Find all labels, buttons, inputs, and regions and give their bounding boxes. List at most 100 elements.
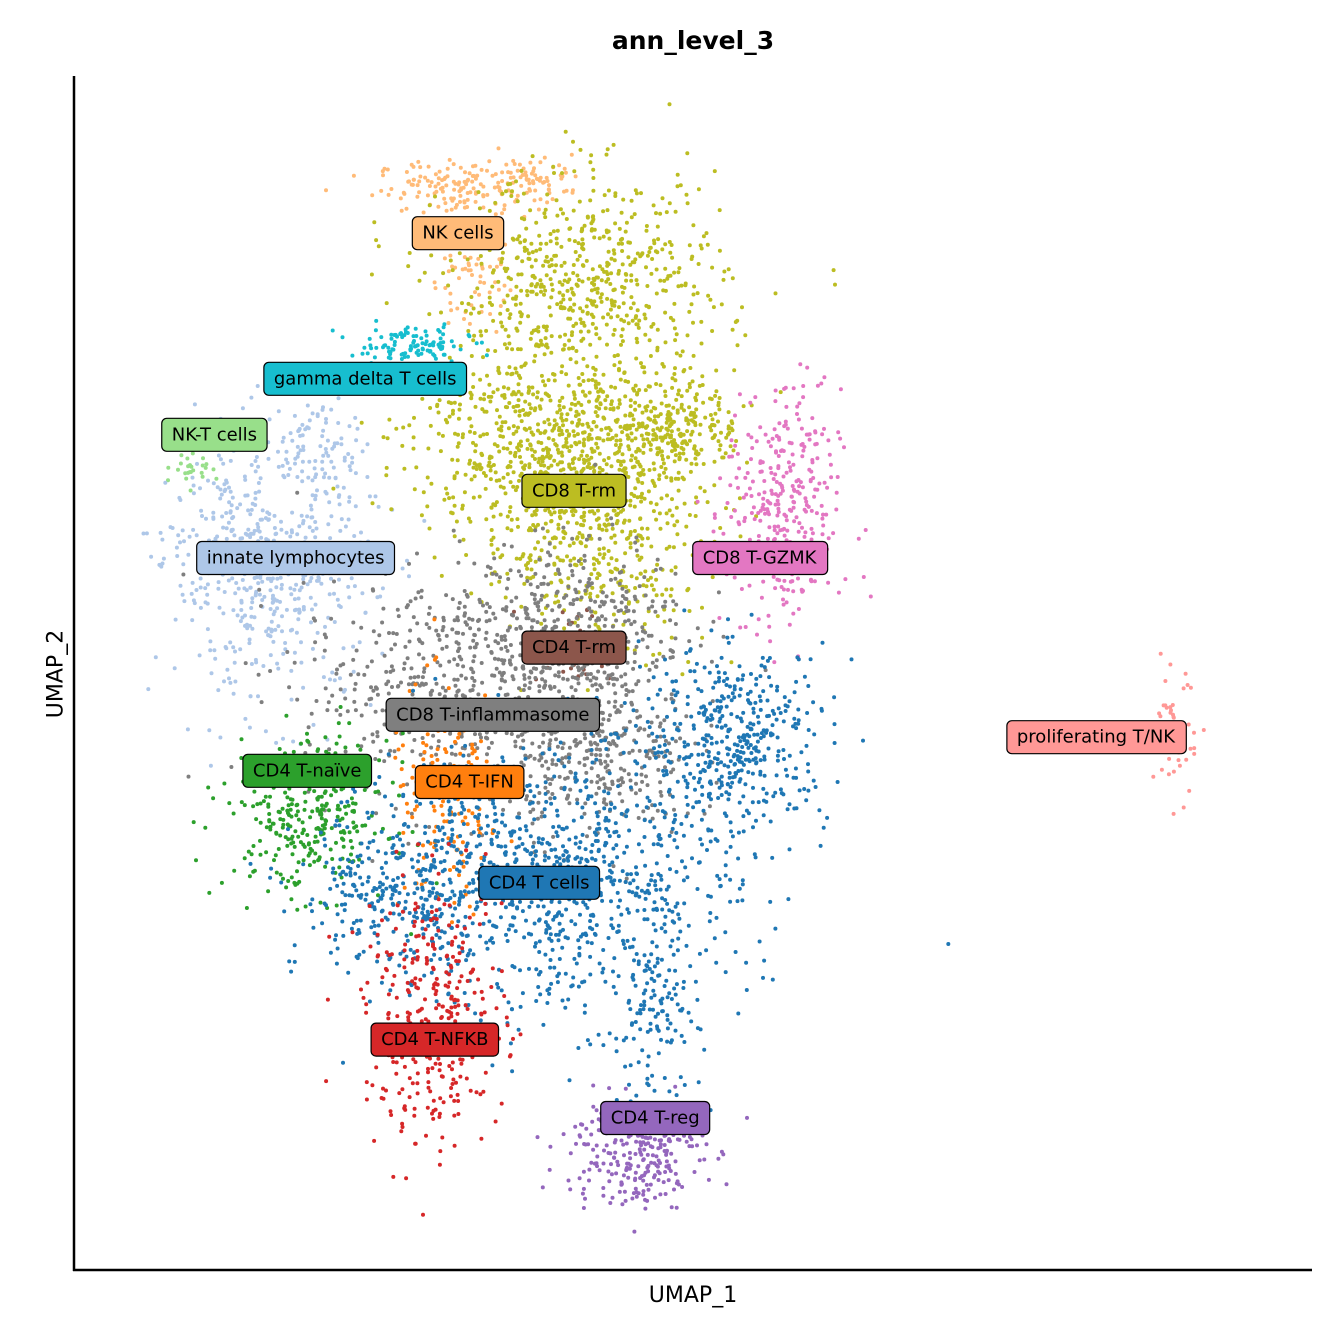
cell-point — [504, 731, 509, 736]
cell-point — [437, 692, 442, 697]
cell-point — [542, 684, 547, 689]
cell-point — [452, 474, 457, 479]
cell-point — [588, 591, 593, 596]
cell-point — [242, 803, 247, 808]
cell-point — [513, 744, 518, 749]
cell-point — [589, 779, 594, 784]
cell-point — [644, 663, 648, 668]
cell-point — [741, 404, 746, 409]
cell-point — [649, 633, 654, 638]
cell-point — [826, 438, 831, 443]
cell-point — [548, 239, 553, 244]
cell-point — [672, 372, 677, 376]
cell-point — [481, 184, 486, 189]
cell-point — [623, 682, 628, 687]
cell-point — [660, 453, 665, 458]
cell-point — [407, 689, 412, 693]
cell-point — [603, 398, 608, 403]
cell-point — [626, 618, 631, 623]
cell-point — [664, 210, 669, 215]
cell-point — [399, 767, 404, 772]
cell-point — [519, 364, 524, 369]
cell-point — [571, 602, 575, 607]
cell-point — [776, 510, 781, 514]
cell-point — [347, 595, 352, 600]
cell-point — [271, 593, 275, 598]
cell-point — [790, 484, 795, 488]
cell-point — [649, 409, 654, 414]
cell-point — [494, 500, 499, 505]
cell-point — [338, 712, 343, 717]
cell-point — [619, 210, 624, 215]
cell-point — [527, 675, 532, 680]
cell-point — [669, 433, 673, 438]
cell-point — [316, 826, 320, 830]
cell-point — [672, 523, 677, 528]
cell-point — [461, 864, 466, 869]
cell-point — [539, 397, 544, 402]
cell-point — [565, 520, 570, 525]
cell-point — [510, 654, 515, 659]
cell-point — [580, 237, 585, 242]
cell-point — [334, 708, 339, 713]
cell-point — [371, 629, 376, 634]
cell-point — [586, 437, 591, 442]
cell-point — [393, 642, 397, 647]
cell-point — [391, 631, 396, 636]
cell-point — [500, 324, 505, 329]
cell-point — [390, 780, 395, 785]
cell-point — [776, 454, 781, 458]
cell-point — [601, 389, 606, 394]
cell-point — [835, 475, 840, 479]
cell-point — [337, 807, 342, 812]
cell-point — [508, 441, 513, 446]
cell-point — [441, 325, 446, 330]
cell-point — [596, 669, 601, 674]
cell-point — [380, 586, 385, 591]
cell-point — [593, 383, 598, 388]
cell-point — [594, 332, 599, 337]
cell-point — [687, 382, 692, 386]
cell-point — [590, 215, 595, 219]
cell-point — [546, 436, 551, 441]
cell-point — [599, 722, 604, 727]
cell-point — [684, 457, 689, 462]
cell-point — [372, 220, 377, 225]
cell-point — [338, 687, 343, 692]
cell-point — [479, 340, 484, 345]
cell-point — [640, 526, 644, 531]
cell-point — [783, 419, 788, 424]
cell-point — [712, 483, 717, 488]
cell-point — [551, 229, 556, 234]
cell-point — [519, 604, 524, 609]
cell-point — [684, 192, 689, 197]
cell-point — [724, 506, 728, 511]
cell-point — [805, 365, 810, 370]
cell-point — [322, 648, 327, 653]
cell-point — [372, 831, 377, 836]
cell-point — [306, 475, 311, 480]
cell-point — [527, 686, 532, 691]
cell-point — [381, 435, 386, 440]
cell-point — [488, 477, 493, 482]
cell-point — [295, 802, 300, 807]
cell-point — [227, 676, 231, 681]
cell-point — [511, 175, 516, 180]
cell-point — [439, 573, 444, 578]
cell-point — [737, 466, 742, 471]
cell-point — [768, 444, 773, 449]
cell-point — [221, 611, 226, 616]
cell-point — [369, 685, 373, 690]
cell-point — [538, 278, 543, 283]
cell-point — [389, 336, 394, 341]
cell-point — [350, 455, 355, 460]
cell-point — [294, 630, 299, 635]
cell-point — [577, 531, 582, 535]
cell-point — [575, 257, 580, 262]
cell-point — [195, 461, 199, 466]
cell-point — [649, 544, 654, 549]
cell-point — [791, 589, 796, 594]
cell-point — [609, 399, 614, 404]
cell-point — [608, 307, 613, 312]
cell-point — [585, 364, 590, 369]
